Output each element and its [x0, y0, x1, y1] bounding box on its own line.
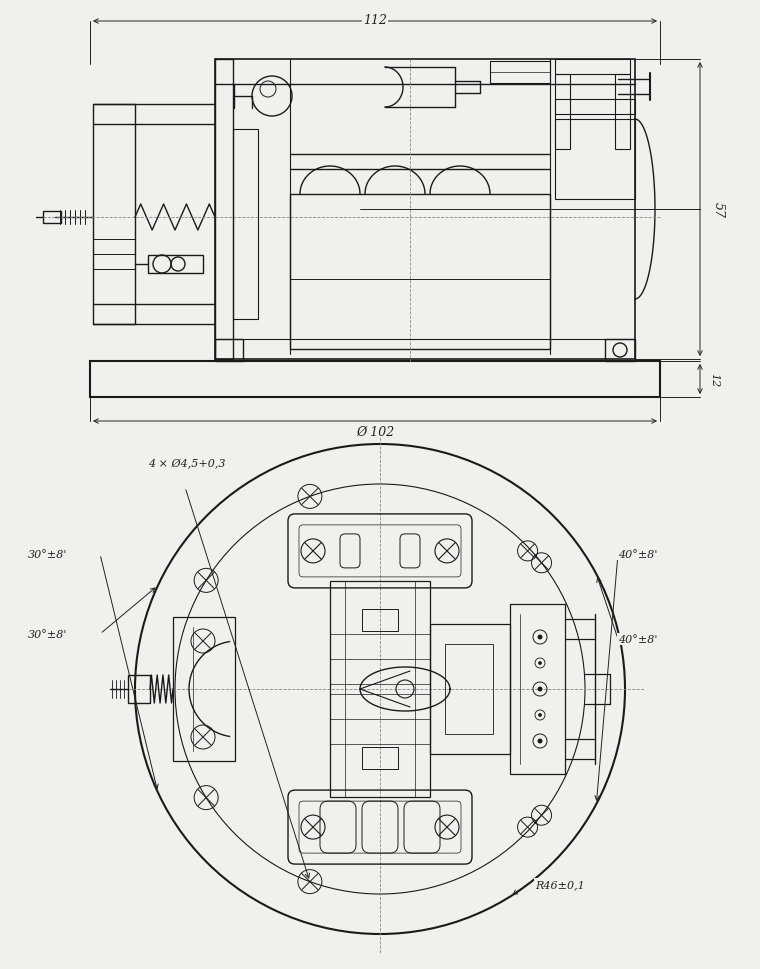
Text: R46±0,1: R46±0,1 — [535, 879, 584, 890]
Bar — [128, 675, 150, 703]
Bar — [362, 747, 398, 769]
Circle shape — [538, 636, 542, 640]
Bar — [215, 340, 243, 361]
Text: 4 × Ø4,5+0,3: 4 × Ø4,5+0,3 — [148, 457, 226, 467]
Bar — [430, 624, 510, 754]
Text: 12: 12 — [709, 372, 719, 387]
Bar — [290, 195, 550, 350]
Circle shape — [538, 687, 542, 692]
Bar — [215, 60, 635, 359]
Bar — [90, 361, 660, 397]
Circle shape — [539, 662, 541, 665]
Bar — [445, 644, 493, 735]
Text: Ø 102: Ø 102 — [356, 425, 394, 438]
Bar — [555, 75, 570, 150]
Text: 57: 57 — [711, 202, 724, 218]
Bar — [555, 120, 635, 200]
Bar — [555, 60, 630, 75]
Bar — [362, 610, 398, 632]
Bar — [215, 60, 233, 359]
Bar — [173, 617, 235, 762]
Bar — [93, 105, 135, 325]
Bar — [605, 340, 635, 361]
Bar — [330, 581, 430, 797]
Bar — [43, 212, 61, 224]
Circle shape — [538, 739, 542, 743]
Text: 40°±8': 40°±8' — [618, 635, 657, 644]
Bar — [148, 256, 203, 273]
Bar — [510, 605, 565, 774]
Text: 30°±8': 30°±8' — [28, 629, 68, 640]
Bar — [555, 100, 635, 115]
Bar — [490, 62, 550, 84]
Circle shape — [539, 714, 541, 717]
Text: 40°±8': 40°±8' — [618, 549, 657, 559]
Bar — [615, 75, 630, 150]
Text: 112: 112 — [363, 14, 387, 26]
Text: 30°±8': 30°±8' — [28, 549, 68, 559]
Bar — [93, 239, 135, 269]
Bar — [233, 130, 258, 320]
